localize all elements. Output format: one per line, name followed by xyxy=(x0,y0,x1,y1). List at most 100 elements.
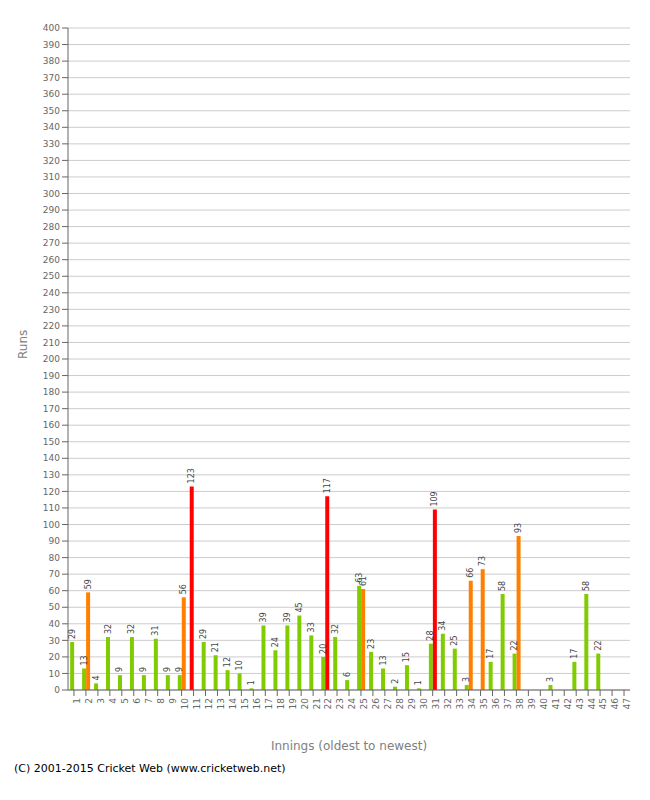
svg-text:17: 17 xyxy=(486,649,495,659)
svg-text:9: 9 xyxy=(139,667,148,672)
svg-text:16: 16 xyxy=(252,698,262,710)
svg-text:31: 31 xyxy=(151,626,160,636)
svg-text:4: 4 xyxy=(108,698,118,704)
svg-text:28: 28 xyxy=(426,630,435,640)
svg-text:66: 66 xyxy=(466,568,475,578)
svg-text:45: 45 xyxy=(295,602,304,612)
svg-text:270: 270 xyxy=(43,238,60,248)
svg-text:40: 40 xyxy=(49,619,61,629)
svg-text:17: 17 xyxy=(264,698,274,709)
svg-text:1: 1 xyxy=(72,698,82,704)
svg-text:360: 360 xyxy=(43,89,60,99)
svg-text:400: 400 xyxy=(43,23,60,33)
svg-text:310: 310 xyxy=(43,172,60,182)
svg-text:10: 10 xyxy=(235,660,244,670)
svg-text:0: 0 xyxy=(54,685,60,695)
svg-text:4: 4 xyxy=(92,675,101,680)
svg-text:300: 300 xyxy=(43,189,60,199)
svg-text:14: 14 xyxy=(228,698,238,710)
svg-text:29: 29 xyxy=(68,629,77,639)
svg-text:38: 38 xyxy=(515,698,525,710)
svg-text:150: 150 xyxy=(43,437,60,447)
svg-text:45: 45 xyxy=(598,698,608,709)
svg-text:23: 23 xyxy=(367,639,376,649)
svg-text:58: 58 xyxy=(498,581,507,591)
svg-text:2: 2 xyxy=(84,698,94,704)
svg-text:190: 190 xyxy=(43,371,60,381)
svg-text:Runs: Runs xyxy=(16,330,30,359)
svg-text:47: 47 xyxy=(622,698,632,709)
svg-text:350: 350 xyxy=(43,106,60,116)
svg-text:9: 9 xyxy=(115,667,124,672)
svg-text:9: 9 xyxy=(175,667,184,672)
svg-text:17: 17 xyxy=(570,649,579,659)
svg-text:70: 70 xyxy=(49,569,61,579)
svg-text:39: 39 xyxy=(527,698,537,710)
svg-text:34: 34 xyxy=(467,698,477,710)
svg-text:59: 59 xyxy=(84,579,93,589)
svg-text:380: 380 xyxy=(43,56,60,66)
svg-text:73: 73 xyxy=(478,556,487,566)
svg-text:1: 1 xyxy=(247,680,256,685)
svg-text:34: 34 xyxy=(438,621,447,631)
svg-text:58: 58 xyxy=(582,581,591,591)
svg-text:5: 5 xyxy=(120,698,130,704)
svg-text:250: 250 xyxy=(43,271,60,281)
svg-text:39: 39 xyxy=(259,612,268,622)
svg-text:20: 20 xyxy=(319,644,328,654)
svg-text:32: 32 xyxy=(104,624,113,634)
svg-text:13: 13 xyxy=(379,655,388,665)
svg-text:220: 220 xyxy=(43,321,60,331)
svg-text:30: 30 xyxy=(419,698,429,710)
svg-text:61: 61 xyxy=(359,576,368,586)
svg-text:35: 35 xyxy=(479,698,489,709)
svg-text:109: 109 xyxy=(430,491,439,506)
svg-text:20: 20 xyxy=(49,652,61,662)
svg-text:33: 33 xyxy=(455,698,465,709)
svg-text:8: 8 xyxy=(156,698,166,704)
svg-text:56: 56 xyxy=(179,584,188,594)
svg-text:130: 130 xyxy=(43,470,60,480)
svg-text:117: 117 xyxy=(323,478,332,493)
svg-text:31: 31 xyxy=(431,698,441,709)
svg-text:50: 50 xyxy=(49,602,61,612)
svg-text:33: 33 xyxy=(307,622,316,632)
svg-text:28: 28 xyxy=(395,698,405,710)
svg-text:2: 2 xyxy=(391,679,400,684)
svg-text:Innings (oldest to newest): Innings (oldest to newest) xyxy=(271,739,427,753)
svg-text:46: 46 xyxy=(610,698,620,710)
svg-text:320: 320 xyxy=(43,156,60,166)
svg-text:10: 10 xyxy=(49,669,61,679)
svg-text:21: 21 xyxy=(312,698,322,709)
svg-text:26: 26 xyxy=(371,698,381,710)
svg-text:39: 39 xyxy=(283,612,292,622)
svg-text:42: 42 xyxy=(563,698,573,709)
svg-text:32: 32 xyxy=(443,698,453,709)
svg-text:9: 9 xyxy=(163,667,172,672)
svg-text:6: 6 xyxy=(132,698,142,704)
svg-text:32: 32 xyxy=(331,624,340,634)
svg-text:9: 9 xyxy=(168,698,178,704)
svg-text:210: 210 xyxy=(43,338,60,348)
svg-text:30: 30 xyxy=(49,636,61,646)
svg-text:25: 25 xyxy=(359,698,369,709)
svg-text:390: 390 xyxy=(43,40,60,50)
svg-text:18: 18 xyxy=(276,698,286,710)
svg-text:290: 290 xyxy=(43,205,60,215)
svg-text:13: 13 xyxy=(216,698,226,709)
svg-text:11: 11 xyxy=(192,698,202,709)
svg-text:160: 160 xyxy=(43,420,60,430)
svg-text:280: 280 xyxy=(43,222,60,232)
svg-text:19: 19 xyxy=(288,698,298,710)
svg-text:29: 29 xyxy=(199,629,208,639)
svg-text:100: 100 xyxy=(43,520,60,530)
svg-text:7: 7 xyxy=(144,698,154,704)
svg-text:29: 29 xyxy=(407,698,417,710)
svg-text:200: 200 xyxy=(43,354,60,364)
svg-text:27: 27 xyxy=(383,698,393,709)
svg-text:180: 180 xyxy=(43,387,60,397)
svg-text:12: 12 xyxy=(223,657,232,667)
svg-text:3: 3 xyxy=(546,677,555,682)
svg-text:6: 6 xyxy=(343,672,352,677)
svg-text:43: 43 xyxy=(575,698,585,709)
